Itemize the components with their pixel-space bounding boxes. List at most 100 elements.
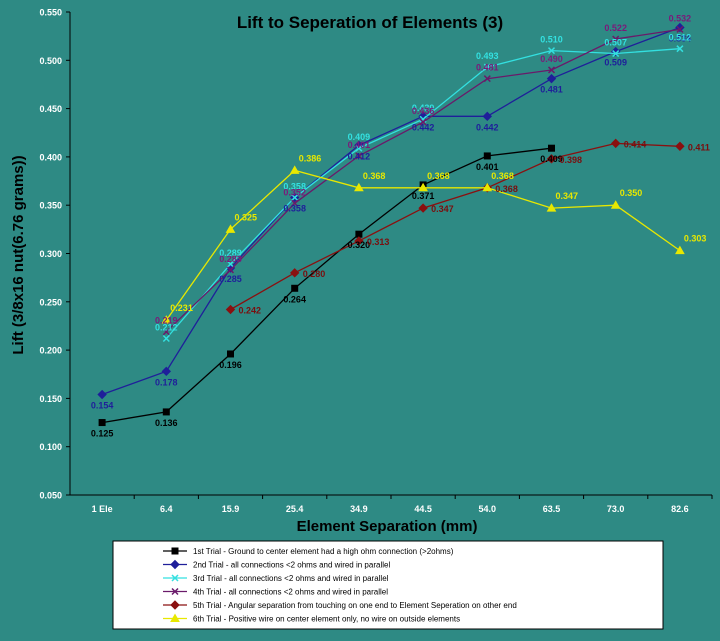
series-6-point <box>482 182 493 192</box>
data-label: 0.368 <box>495 184 518 194</box>
series-3-point <box>162 334 170 343</box>
x-tick-label: 25.4 <box>286 504 304 514</box>
legend-swatch-marker <box>171 587 179 596</box>
y-axis-title: Lift (3/8x16 nut(6.76 grams)) <box>10 155 27 354</box>
series-2-point <box>546 73 557 84</box>
series-2-point <box>482 111 493 122</box>
data-label: 0.358 <box>283 203 306 213</box>
data-label: 0.409 <box>540 154 563 164</box>
series-5-point <box>418 203 428 213</box>
data-label: 0.264 <box>283 294 306 304</box>
data-label: 0.436 <box>412 106 435 116</box>
series-5-point <box>610 138 621 149</box>
series-3-point <box>291 193 299 202</box>
series-4-point <box>226 266 235 274</box>
data-label: 0.439 <box>412 103 435 113</box>
y-tick-label: 0.300 <box>39 249 62 259</box>
series-1-point <box>227 350 234 358</box>
data-label: 0.481 <box>476 63 499 73</box>
legend-swatch-marker <box>170 600 180 610</box>
data-label: 0.490 <box>540 54 563 64</box>
data-label: 0.350 <box>620 188 643 198</box>
data-label: 0.231 <box>170 303 193 313</box>
y-tick-label: 0.550 <box>39 8 62 18</box>
data-label: 0.136 <box>155 418 178 428</box>
series-3-point <box>355 144 363 152</box>
series-1-point <box>98 419 106 427</box>
y-tick-label: 0.500 <box>39 56 62 66</box>
series-3-point <box>226 260 235 268</box>
series-4-point <box>162 328 170 336</box>
series-6-point <box>354 182 364 192</box>
data-label: 0.371 <box>412 191 435 201</box>
data-label: 0.154 <box>91 401 114 411</box>
y-tick-label: 0.050 <box>39 491 62 501</box>
series-4-point <box>355 152 363 160</box>
data-label: 0.280 <box>303 269 326 279</box>
data-label: 0.242 <box>239 306 262 316</box>
series-3-point <box>612 50 620 58</box>
x-tick-label: 82.6 <box>671 504 689 514</box>
series-3-point <box>547 47 556 55</box>
series-4-point <box>676 25 684 33</box>
y-tick-label: 0.350 <box>39 201 62 211</box>
y-tick-label: 0.150 <box>39 394 62 404</box>
legend-swatch-marker <box>171 547 179 555</box>
series-4-point <box>483 75 491 83</box>
data-label: 0.522 <box>604 23 627 33</box>
data-label: 0.320 <box>348 240 371 250</box>
legend: 1st Trial - Ground to center element had… <box>112 540 664 630</box>
data-label: 0.481 <box>540 85 563 95</box>
legend-swatch-marker <box>170 613 180 622</box>
legend-swatch-marker <box>170 559 180 570</box>
data-label: 0.325 <box>235 212 258 222</box>
data-label: 0.368 <box>427 171 450 181</box>
legend-box <box>112 540 664 630</box>
data-label: 0.534 <box>669 33 692 43</box>
series-line-5 <box>230 142 680 311</box>
data-label: 0.196 <box>219 360 242 370</box>
y-tick-label: 0.100 <box>39 442 62 452</box>
x-tick-label: 34.9 <box>350 504 368 514</box>
series-4-point <box>547 66 556 74</box>
data-label: 0.125 <box>91 429 114 439</box>
data-label: 0.178 <box>155 377 178 387</box>
series-3-point <box>483 63 491 71</box>
series-3-point <box>676 45 684 53</box>
data-label: 0.313 <box>367 237 390 247</box>
series-4-point <box>612 35 620 43</box>
legend-label: 5th Trial - Angular separation from touc… <box>193 601 517 610</box>
data-label: 0.289 <box>219 248 242 258</box>
series-6-point <box>418 182 428 192</box>
series-1-point <box>162 408 170 416</box>
x-tick-label: 44.5 <box>414 504 432 514</box>
x-axis-title: Element Separation (mm) <box>297 518 478 535</box>
series-5-point <box>546 154 557 164</box>
y-tick-label: 0.450 <box>39 104 62 114</box>
x-tick-label: 6.4 <box>160 504 173 514</box>
legend-label: 1st Trial - Ground to center element had… <box>193 547 454 556</box>
data-label: 0.303 <box>684 234 707 244</box>
series-6-point <box>675 245 685 255</box>
x-tick-label: 54.0 <box>479 504 497 514</box>
data-label: 0.442 <box>412 122 435 132</box>
series-6-point <box>610 200 621 209</box>
data-label: 0.510 <box>540 35 563 45</box>
y-tick-label: 0.400 <box>39 152 62 162</box>
data-label: 0.347 <box>556 191 579 201</box>
x-tick-label: 1 Ele <box>92 504 113 514</box>
series-group <box>97 22 685 427</box>
data-label: 0.386 <box>299 153 322 163</box>
series-6-point <box>161 315 172 324</box>
series-5-point <box>675 141 685 151</box>
y-tick-label: 0.200 <box>39 346 62 356</box>
legend-label: 3rd Trial - all connections <2 ohms and … <box>193 574 389 583</box>
data-label: 0.493 <box>476 51 499 61</box>
series-6-point <box>225 224 236 233</box>
x-tick-label: 73.0 <box>607 504 625 514</box>
data-label: 0.285 <box>219 274 242 284</box>
data-labels-group: 0.1250.1360.1960.2640.3200.3710.4010.409… <box>91 13 710 438</box>
data-label: 0.352 <box>283 187 306 197</box>
data-label: 0.283 <box>219 254 242 264</box>
